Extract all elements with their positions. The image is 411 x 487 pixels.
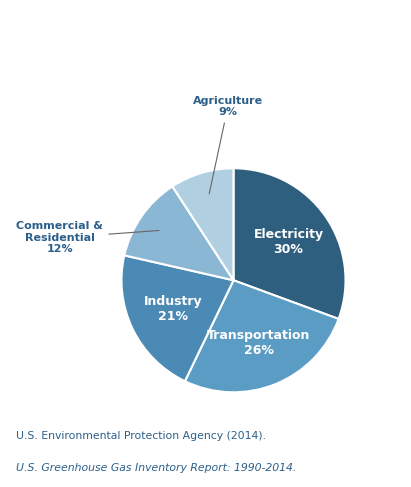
Text: Transportation
26%: Transportation 26% (207, 329, 310, 356)
Text: U.S. Greenhouse Gas Inventory Report: 1990-2014.: U.S. Greenhouse Gas Inventory Report: 19… (16, 463, 297, 473)
Text: Agriculture
9%: Agriculture 9% (193, 96, 263, 194)
Text: U.S. Environmental Protection Agency (2014).: U.S. Environmental Protection Agency (20… (16, 431, 266, 441)
Wedge shape (122, 255, 233, 381)
Text: by Economic Sector in 2014: by Economic Sector in 2014 (66, 57, 345, 75)
Text: Industry
21%: Industry 21% (143, 296, 202, 323)
Wedge shape (124, 187, 233, 281)
Text: Commercial &
Residential
12%: Commercial & Residential 12% (16, 221, 159, 254)
Wedge shape (172, 169, 233, 281)
Wedge shape (233, 169, 346, 319)
Wedge shape (185, 281, 339, 392)
Text: Electricity
30%: Electricity 30% (254, 228, 324, 256)
Text: Total U.S. Greenhouse Gas Emissions: Total U.S. Greenhouse Gas Emissions (18, 25, 393, 43)
